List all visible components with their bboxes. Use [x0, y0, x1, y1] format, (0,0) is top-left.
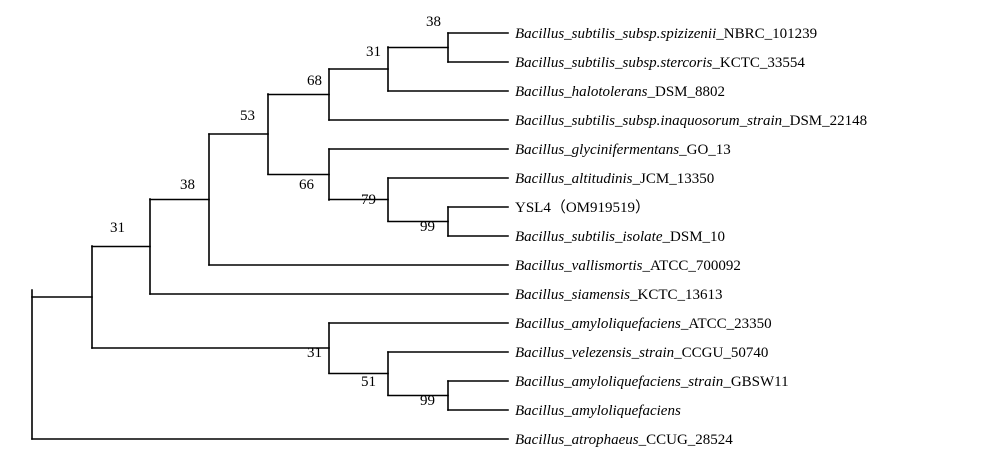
taxon-label: Bacillus_subtilis_subsp.inaquosorum_stra…: [515, 113, 867, 129]
taxon-label: Bacillus_amyloliquefaciens_ATCC_23350: [515, 316, 772, 332]
taxon-label: Bacillus_halotolerans_DSM_8802: [515, 84, 725, 100]
taxon-label: Bacillus_atrophaeus_CCUG_28524: [515, 432, 733, 448]
taxon-strain: _CCUG_28524: [638, 432, 734, 448]
bootstrap-value: 31: [110, 220, 125, 236]
taxon-strain: _DSM_22148: [781, 113, 867, 129]
taxon-strain: _GO_13: [678, 142, 731, 158]
taxon-species: Bacillus_subtilis_subsp.inaquosorum_stra…: [515, 113, 782, 129]
taxon-label: Bacillus_amyloliquefaciens_strain_GBSW11: [515, 374, 789, 390]
taxon-species: Bacillus_vallismortis: [515, 258, 643, 274]
taxon-label: Bacillus_vallismortis_ATCC_700092: [515, 258, 741, 274]
taxon-label: Bacillus_velezensis_strain_CCGU_50740: [515, 345, 768, 361]
taxon-label: Bacillus_amyloliquefaciens: [515, 403, 681, 419]
taxon-strain: _ATCC_23350: [680, 316, 772, 332]
taxon-species: Bacillus_subtilis_isolate: [515, 229, 663, 245]
taxon-species: Bacillus_amyloliquefaciens: [515, 403, 681, 419]
bootstrap-value: 53: [240, 108, 255, 124]
bootstrap-value: 79: [361, 192, 376, 208]
taxon-species: Bacillus_subtilis_subsp.stercoris: [515, 55, 713, 71]
bootstrap-value: 38: [426, 14, 441, 30]
taxon-strain: _KCTC_33554: [711, 55, 805, 71]
taxon-label: Bacillus_subtilis_isolate_DSM_10: [515, 229, 725, 245]
taxon-label: Bacillus_subtilis_subsp.spizizenii_NBRC_…: [515, 26, 817, 42]
taxon-species: Bacillus_amyloliquefaciens: [515, 316, 681, 332]
taxon-strain: _CCGU_50740: [673, 345, 768, 361]
taxon-strain: _GBSW11: [722, 374, 788, 390]
taxon-strain: _DSM_8802: [647, 84, 726, 100]
taxon-label: YSL4（OM919519）: [515, 199, 650, 216]
taxon-species: Bacillus_glycinifermentans: [515, 142, 679, 158]
taxon-label: Bacillus_glycinifermentans_GO_13: [515, 142, 731, 158]
bootstrap-value: 99: [420, 219, 435, 235]
taxon-strain: _JCM_13350: [632, 171, 715, 187]
bootstrap-value: 66: [299, 177, 315, 193]
taxon-species: Bacillus_atrophaeus: [515, 432, 639, 448]
taxon-label: Bacillus_altitudinis_JCM_13350: [515, 171, 714, 187]
bootstrap-value: 31: [307, 345, 322, 361]
taxon-strain: _NBRC_101239: [715, 26, 817, 42]
taxon-label: Bacillus_subtilis_subsp.stercoris_KCTC_3…: [515, 55, 805, 71]
taxon-species: Bacillus_amyloliquefaciens_strain: [515, 374, 723, 390]
bootstrap-value: 51: [361, 374, 376, 390]
taxon-species: Bacillus_altitudinis: [515, 171, 633, 187]
taxon-species: Bacillus_siamensis: [515, 287, 630, 303]
taxon-label: Bacillus_siamensis_KCTC_13613: [515, 287, 723, 303]
bootstrap-value: 99: [420, 393, 435, 409]
bootstrap-value: 68: [307, 73, 322, 89]
taxon-species: Bacillus_subtilis_subsp.spizizenii: [515, 26, 716, 42]
taxon-species: Bacillus_halotolerans: [515, 84, 648, 100]
taxon-strain: YSL4（OM919519）: [515, 199, 650, 216]
taxon-strain: _DSM_10: [662, 229, 726, 245]
taxon-species: Bacillus_velezensis_strain: [515, 345, 674, 361]
taxon-strain: _KCTC_13613: [629, 287, 723, 303]
bootstrap-value: 31: [366, 44, 381, 60]
bootstrap-value: 38: [180, 177, 195, 193]
taxon-strain: _ATCC_700092: [642, 258, 741, 274]
